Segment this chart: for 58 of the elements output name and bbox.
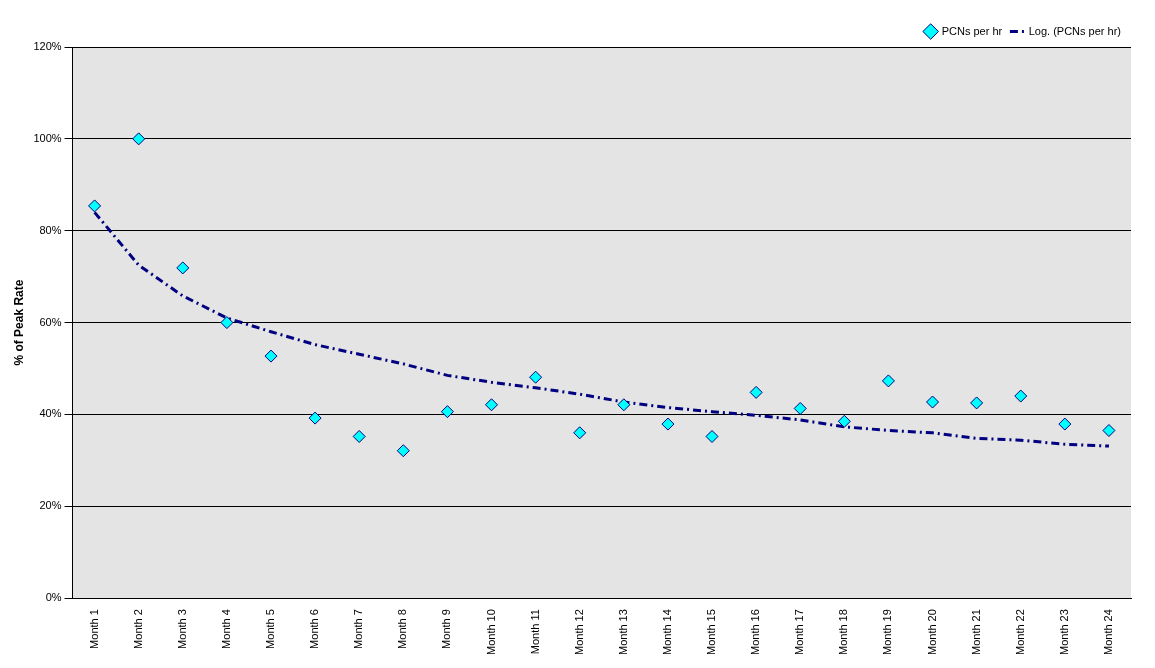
point: [970, 396, 984, 410]
point: [176, 261, 190, 275]
x-tick-label: Month 15: [705, 609, 718, 656]
x-tick-label: Month 8: [396, 609, 409, 649]
y-tick-label: 100%: [33, 131, 62, 144]
legend-label: Log. (PCNs per hr): [1028, 24, 1121, 37]
point: [1102, 424, 1116, 437]
x-tick-label: Month 9: [440, 609, 453, 649]
point: [352, 429, 366, 443]
x-tick-label: Month 18: [837, 609, 850, 656]
point: [132, 132, 146, 146]
y-tick-label: 120%: [33, 40, 62, 53]
point: [661, 417, 675, 431]
x-tick-label: Month 3: [175, 609, 188, 649]
point: [529, 370, 543, 384]
y-tick-label: 0%: [45, 591, 62, 604]
x-tick-label: Month 24: [1101, 609, 1114, 656]
x-tick-label: Month 20: [925, 609, 938, 656]
x-tick-label: Month 12: [572, 609, 585, 656]
point: [573, 426, 587, 440]
point: [881, 374, 895, 388]
x-tick-label: Month 1: [87, 609, 100, 649]
point: [1014, 389, 1028, 403]
point: [485, 398, 499, 412]
x-tick-label: Month 17: [793, 609, 806, 656]
y-tick-label: 60%: [39, 315, 62, 328]
x-tick-label: Month 4: [219, 609, 232, 649]
point: [264, 349, 278, 363]
point: [926, 395, 940, 409]
x-tick-label: Month 10: [484, 609, 497, 656]
x-tick-label: Month 16: [749, 609, 762, 656]
y-tick-label: 40%: [39, 407, 62, 420]
x-tick-label: Month 2: [131, 609, 144, 649]
x-tick-label: Month 13: [616, 609, 629, 656]
x-tick-label: Month 19: [881, 609, 894, 656]
y-tick-label: 80%: [39, 223, 62, 236]
x-tick-label: Month 21: [969, 609, 982, 656]
point: [837, 414, 851, 428]
point: [617, 398, 631, 412]
x-tick-label: Month 5: [264, 609, 277, 649]
point: [220, 316, 234, 330]
x-tick-label: Month 23: [1057, 609, 1070, 656]
x-tick-label: Month 6: [308, 609, 321, 649]
y-tick-label: 20%: [39, 499, 62, 512]
point: [749, 385, 763, 399]
point: [440, 405, 454, 419]
x-tick-label: Month 14: [660, 609, 673, 656]
point: [308, 411, 322, 425]
y-axis-title: % of Peak Rate: [11, 279, 26, 366]
point: [793, 401, 807, 415]
legend-label: PCNs per hr: [941, 24, 1003, 37]
x-tick-label: Month 7: [352, 609, 365, 649]
x-tick-label: Month 22: [1013, 609, 1026, 656]
point: [705, 429, 719, 443]
point: [88, 199, 102, 213]
x-tick-label: Month 11: [528, 609, 541, 655]
point: [1058, 417, 1072, 431]
point: [396, 444, 410, 458]
